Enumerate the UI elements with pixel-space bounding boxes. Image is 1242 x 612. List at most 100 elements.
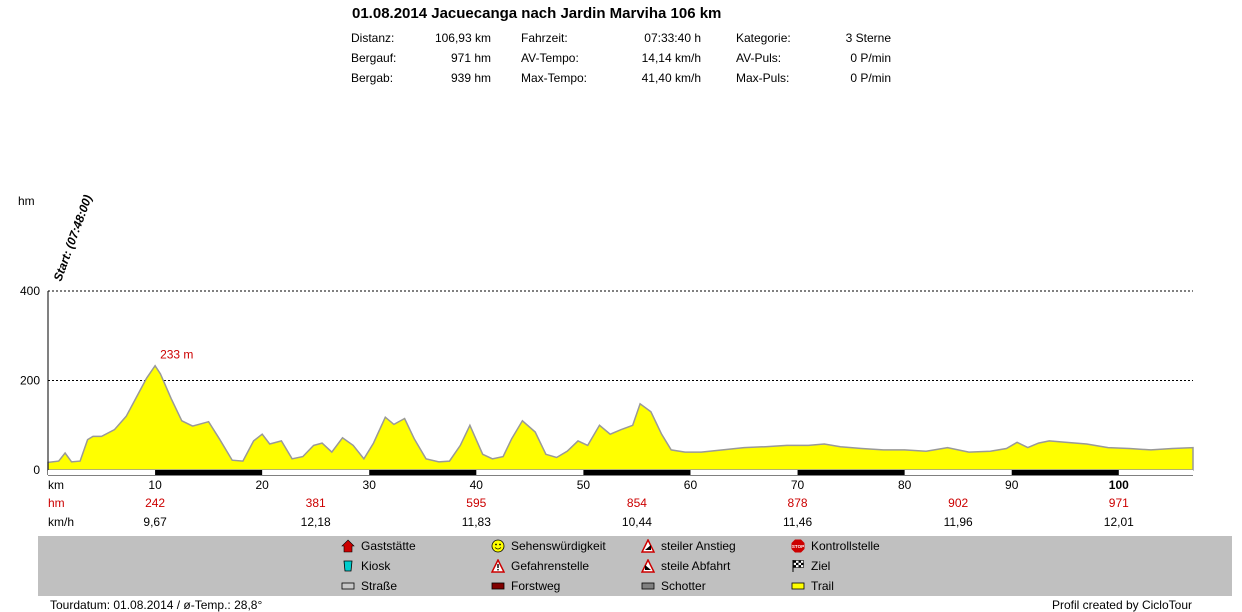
stat-value-max-tempo: 41,40 km/h	[641, 71, 701, 85]
legend-label: Gefahrenstelle	[511, 559, 590, 573]
summary-value: 12,18	[301, 515, 331, 529]
stat-label-bergab: Bergab:	[351, 71, 394, 85]
trail-icon	[791, 579, 805, 593]
surface-segment	[797, 470, 905, 475]
x-tick-label: 70	[791, 478, 805, 492]
surface-segment	[1011, 470, 1119, 475]
stat-value-distanz: 106,93 km	[434, 31, 491, 45]
y-tick-label: 400	[20, 284, 40, 298]
summary-value: 595	[466, 496, 486, 510]
legend-item-sehenswuerdigkeit: Sehenswürdigkeit	[491, 539, 606, 553]
legend-label: Gaststätte	[361, 539, 416, 553]
y-ticks: 0 200 400	[20, 284, 40, 477]
summary-value: 11,96	[944, 515, 973, 529]
legend-item-schotter: Schotter	[641, 579, 706, 593]
summary-value: 10,44	[622, 515, 652, 529]
elevation-profile-chart: hm 0 200 400 10 20 30 40 50 60 70 80 90 100 km 233 …	[18, 193, 1194, 529]
x-ticks: 10 20 30 40 50 60 70 80 90 100	[148, 478, 1129, 492]
x-tick-label: 100	[1109, 478, 1129, 492]
stat-value-max-puls: 0 P/min	[850, 71, 891, 85]
summary-value: 11,83	[462, 515, 491, 529]
x-tick-label: 80	[898, 478, 912, 492]
stat-label-kategorie: Kategorie:	[736, 31, 791, 45]
stat-label-bergauf: Bergauf:	[351, 51, 397, 65]
stat-value-av-tempo: 14,14 km/h	[641, 51, 701, 65]
stat-label-max-tempo: Max-Tempo:	[521, 71, 588, 85]
summary-value: 854	[627, 496, 647, 510]
summary-row-label: km/h	[48, 515, 74, 529]
legend-item-forstweg: Forstweg	[491, 579, 560, 593]
legend-item-trail: Trail	[791, 579, 834, 593]
summary-value: 971	[1109, 496, 1129, 510]
x-tick-label: 20	[255, 478, 269, 492]
summary-value: 381	[306, 496, 326, 510]
page-title: 01.08.2014 Jacuecanga nach Jardin Marvih…	[352, 5, 722, 22]
surface-bar	[48, 470, 1193, 475]
legend-label: Forstweg	[511, 579, 561, 593]
legend-item-kiosk: Kiosk	[341, 559, 390, 573]
legend-label: Schotter	[661, 579, 706, 593]
summary-value: 11,46	[783, 515, 812, 529]
stat-label-av-tempo: AV-Tempo:	[521, 51, 579, 65]
house-icon	[341, 539, 355, 553]
legend-item-ziel: Ziel	[791, 559, 830, 573]
summary-value: 878	[788, 496, 808, 510]
surface-segment	[369, 470, 477, 475]
legend-item-steile-abfahrt: steile Abfahrt	[640, 558, 731, 573]
stat-label-max-puls: Max-Puls:	[736, 71, 790, 85]
finish-flag-icon	[791, 559, 805, 573]
x-tick-label: 90	[1005, 478, 1019, 492]
summary-value: 242	[145, 496, 165, 510]
steep-descent-icon	[640, 558, 656, 573]
stat-label-distanz: Distanz:	[351, 31, 395, 45]
y-axis-label: hm	[18, 194, 35, 208]
summary-row-label: hm	[48, 496, 65, 510]
legend-label: Kiosk	[361, 559, 391, 573]
legend-item-gaststaette: Gaststätte	[341, 539, 416, 553]
stat-value-bergab: 939 hm	[450, 71, 491, 85]
stat-label-av-puls: AV-Puls:	[736, 51, 782, 65]
summary-rows: hm 242 381 595 854 878 902 971 km/h 9,67 12,18 11,8…	[48, 496, 1134, 529]
x-axis-label: km	[48, 478, 64, 492]
legend-label: Ziel	[811, 559, 831, 573]
chart-grid	[48, 290, 1193, 381]
footer-credit: Profil created by CicloTour	[1051, 598, 1192, 612]
steep-climb-icon	[640, 538, 656, 553]
gravel-icon	[641, 579, 655, 593]
start-label: Start: (07:48:00)	[51, 193, 95, 283]
legend-panel: Gaststätte Kiosk Straße Sehenswürdigkeit…	[38, 536, 1232, 596]
stat-value-av-puls: 0 P/min	[850, 51, 891, 65]
x-tick-label: 50	[577, 478, 591, 492]
summary-value: 9,67	[143, 515, 167, 529]
legend-item-steiler-anstieg: steiler Anstieg	[640, 538, 736, 553]
stat-value-fahrzeit: 07:33:40 h	[644, 31, 701, 45]
legend-label: Sehenswürdigkeit	[511, 539, 606, 553]
legend-label: Trail	[811, 579, 834, 593]
svg-text:STOP: STOP	[792, 544, 804, 549]
x-tick-label: 40	[470, 478, 484, 492]
forest-path-icon	[491, 579, 505, 593]
legend-label: steile Abfahrt	[661, 559, 731, 573]
footer-tour-info: Tourdatum: 01.08.2014 / ø-Temp.: 28,8°	[50, 598, 263, 612]
legend-label: steiler Anstieg	[661, 539, 736, 553]
y-tick-label: 200	[20, 374, 40, 388]
summary-value: 12,01	[1104, 515, 1134, 529]
y-tick-label: 0	[33, 463, 40, 477]
surface-segment	[155, 470, 263, 475]
legend-label: Kontrollstelle	[811, 539, 880, 553]
legend-item-gefahrenstelle: Gefahrenstelle	[490, 558, 590, 573]
smiley-icon	[491, 539, 505, 553]
elevation-area	[47, 364, 1194, 471]
stat-value-bergauf: 971 hm	[450, 51, 491, 65]
x-tick-label: 30	[363, 478, 377, 492]
legend-item-kontrollstelle: STOP Kontrollstelle	[791, 539, 880, 553]
x-tick-label: 10	[148, 478, 162, 492]
legend-item-strasse: Straße	[341, 579, 397, 593]
cup-icon	[341, 559, 355, 573]
danger-icon	[490, 558, 506, 573]
surface-segment	[583, 470, 691, 475]
stat-value-kategorie: 3 Sterne	[845, 31, 891, 45]
peak-label: 233 m	[160, 348, 193, 362]
legend-label: Straße	[361, 579, 398, 593]
x-tick-label: 60	[684, 478, 698, 492]
